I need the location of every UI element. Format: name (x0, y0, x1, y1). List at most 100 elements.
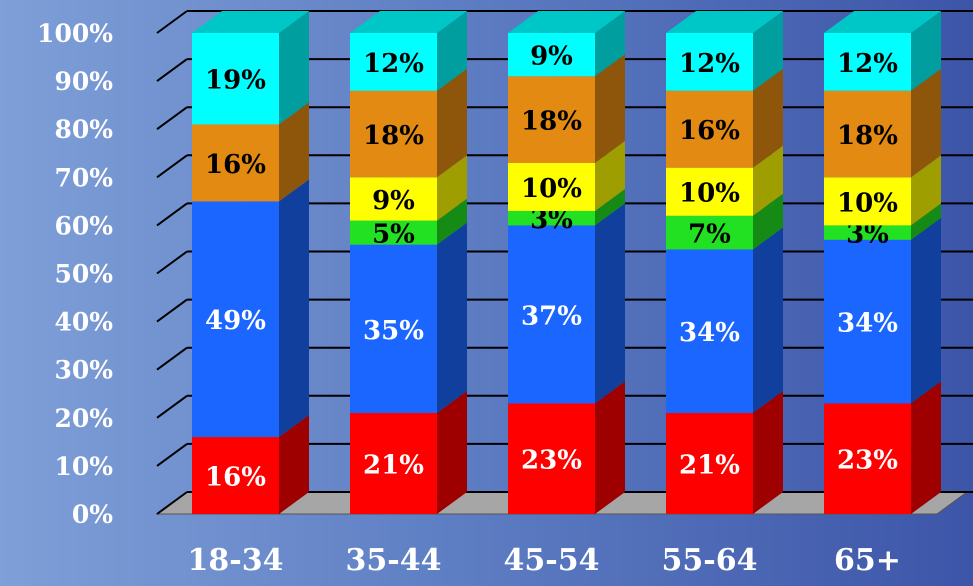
bar-segment (824, 225, 911, 240)
bar-segment (666, 215, 753, 250)
data-label: 19% (205, 66, 266, 96)
bar-segment-side (753, 227, 783, 413)
bar-segment-side (911, 203, 941, 240)
data-label: 12% (837, 49, 898, 79)
data-label: 21% (363, 450, 424, 480)
bar-segment-side (279, 179, 309, 438)
x-tick-label: 35-44 (346, 543, 442, 578)
data-label: 10% (837, 188, 898, 218)
gridline-side (156, 443, 188, 467)
bar-segment-side (279, 11, 309, 125)
bar-segment (666, 412, 753, 514)
bar-segment-side (279, 102, 309, 202)
bar-segment-side (595, 188, 625, 226)
bar-segment (508, 33, 595, 77)
data-label: 34% (679, 318, 740, 348)
y-tick-label: 90% (54, 67, 113, 96)
bar-segment-side (437, 198, 467, 245)
gridline-side (156, 10, 188, 34)
bar-segment-side (753, 145, 783, 216)
bar-segment-side (595, 140, 625, 211)
data-label: 21% (679, 450, 740, 480)
bar-top (508, 11, 625, 33)
bar-top (350, 11, 467, 33)
bar-segment-side (911, 11, 941, 91)
bar-segment-side (437, 222, 467, 413)
bar-segment (508, 76, 595, 163)
bar-segment (824, 239, 911, 404)
gridline-side (156, 58, 188, 82)
bar-segment-side (911, 68, 941, 178)
bar-top (824, 11, 941, 33)
y-tick-label: 70% (54, 163, 113, 192)
bar-segment (350, 90, 437, 178)
bar-segment-side (911, 381, 941, 514)
x-tick-label: 65+ (834, 543, 901, 578)
bar-segment (824, 90, 911, 178)
data-label: 12% (363, 49, 424, 79)
bar-segment-side (753, 11, 783, 91)
bar-segment-side (279, 415, 309, 514)
bar-segment (350, 33, 437, 91)
x-tick-label: 45-54 (504, 543, 600, 578)
bar-segment (350, 244, 437, 413)
bar-segment (666, 249, 753, 413)
bar-segment-side (595, 203, 625, 404)
bar-segment (508, 225, 595, 404)
bar-segment-side (753, 68, 783, 168)
bar-segment (192, 33, 279, 125)
bar-segment-side (437, 11, 467, 91)
data-label: 9% (372, 186, 415, 216)
bar-segment-side (595, 11, 625, 77)
data-label: 34% (837, 309, 898, 339)
bar-segment (666, 167, 753, 216)
bar-segment (508, 210, 595, 226)
data-label: 10% (521, 174, 582, 204)
y-tick-label: 10% (54, 452, 113, 481)
y-tick-label: 20% (54, 404, 113, 433)
data-label: 35% (363, 316, 424, 346)
bar-segment (350, 412, 437, 514)
data-label: 9% (530, 42, 573, 72)
x-tick-label: 18-34 (188, 543, 284, 578)
gridline-side (156, 394, 188, 419)
data-label: 7% (688, 220, 731, 250)
bar-segment-side (437, 155, 467, 221)
data-label: 16% (205, 463, 266, 493)
y-tick-label: 100% (37, 19, 113, 48)
bar-segment (824, 403, 911, 514)
y-tick-label: 80% (54, 115, 113, 144)
bar-segment (192, 437, 279, 514)
y-tick-label: 40% (54, 308, 113, 337)
bar-segment (508, 162, 595, 211)
gridline-side (156, 491, 188, 515)
gridline-side (156, 106, 188, 131)
bar-segment (508, 403, 595, 514)
data-label: 18% (521, 107, 582, 137)
x-tick-label: 55-64 (662, 543, 758, 578)
gridline-side (156, 298, 188, 323)
data-label: 18% (837, 121, 898, 151)
data-label: 10% (679, 179, 740, 209)
data-label: 37% (521, 301, 582, 331)
bar-top (192, 11, 309, 33)
data-label: 49% (205, 306, 266, 336)
data-label: 16% (679, 116, 740, 146)
y-tick-label: 50% (54, 260, 113, 289)
data-label: 23% (837, 446, 898, 476)
y-tick-label: 30% (54, 356, 113, 385)
bar-segment-side (753, 193, 783, 250)
data-label: 16% (205, 150, 266, 180)
bar-segment (666, 90, 753, 168)
y-tick-label: 60% (54, 211, 113, 240)
gridline-side (156, 154, 188, 179)
bar-segment (824, 177, 911, 226)
bar-segment (350, 220, 437, 245)
data-label: 18% (363, 121, 424, 151)
bar-segment (192, 124, 279, 202)
bar-segment (192, 201, 279, 438)
bar-segment-side (595, 381, 625, 514)
bar-segment (824, 33, 911, 91)
gridline-side (156, 250, 188, 275)
